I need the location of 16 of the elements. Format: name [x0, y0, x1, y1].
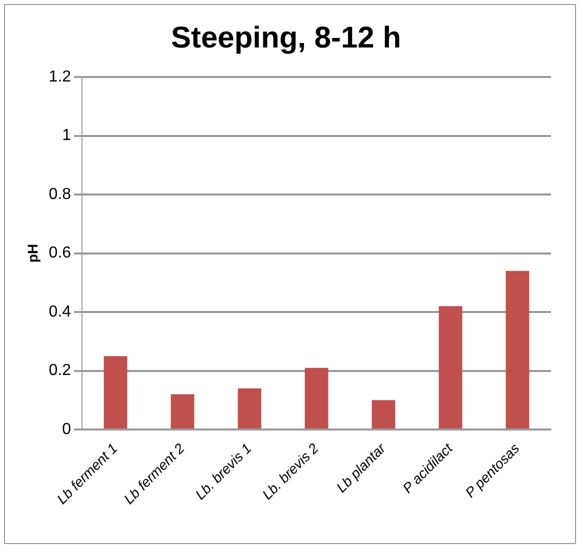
- bar: [238, 388, 262, 429]
- y-tick-label: 0: [62, 420, 72, 438]
- y-tick-label: 1.2: [48, 68, 72, 86]
- y-axis-title: pH: [24, 244, 40, 263]
- y-tick-label: 0.8: [48, 186, 72, 203]
- y-tick-label: 0.2: [48, 362, 72, 380]
- y-tick-label: 0.4: [48, 303, 72, 320]
- y-tick-label: 1: [62, 127, 72, 144]
- chart-title: Steeping, 8-12 h: [170, 21, 402, 54]
- bar: [170, 394, 194, 429]
- bar: [438, 306, 462, 429]
- bar: [304, 368, 328, 429]
- bar: [506, 270, 530, 429]
- bar: [104, 356, 128, 429]
- y-tick-label: 0.6: [48, 244, 72, 262]
- bar: [372, 400, 396, 429]
